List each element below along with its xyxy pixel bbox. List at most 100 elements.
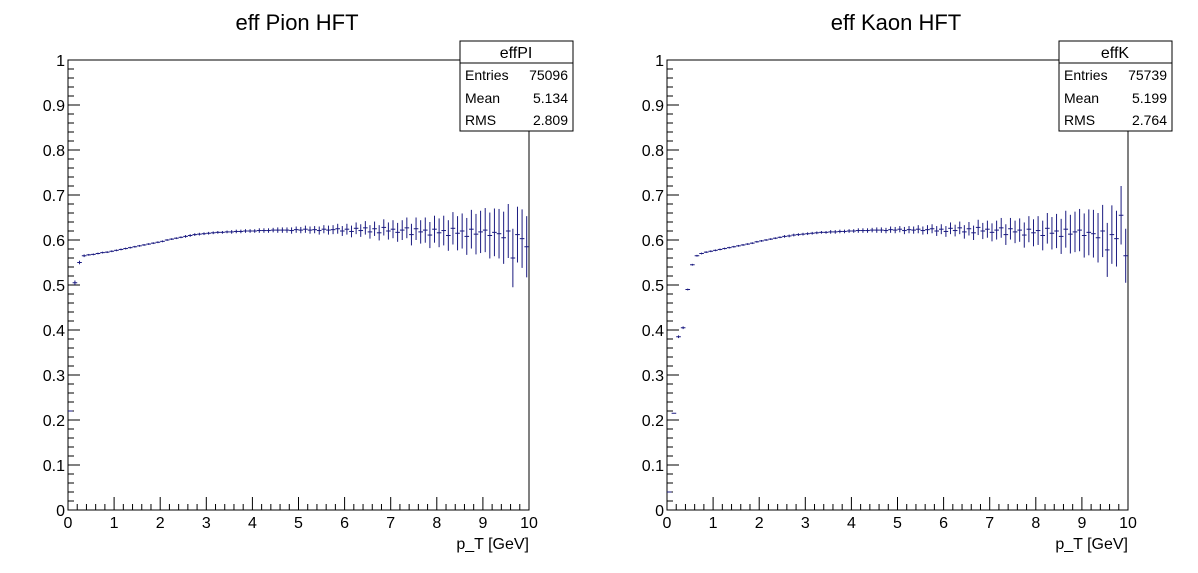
data-point bbox=[805, 232, 810, 236]
data-point bbox=[694, 254, 700, 257]
y-tick-label: 0 bbox=[655, 503, 664, 520]
data-point bbox=[459, 213, 465, 249]
data-point bbox=[229, 230, 234, 234]
data-point bbox=[1045, 213, 1050, 244]
stats-entries-label: Entries bbox=[465, 67, 509, 83]
data-point bbox=[399, 220, 405, 240]
data-point bbox=[183, 235, 188, 238]
x-tick-label: 1 bbox=[709, 515, 718, 532]
data-point bbox=[906, 226, 912, 234]
data-point bbox=[358, 224, 364, 237]
data-point bbox=[261, 228, 267, 233]
stats-rms-value: 2.764 bbox=[1132, 112, 1167, 128]
data-point bbox=[952, 224, 958, 237]
data-point bbox=[828, 230, 833, 234]
y-tick-label: 0.9 bbox=[642, 98, 664, 115]
data-point bbox=[109, 250, 115, 253]
data-point bbox=[938, 224, 944, 235]
data-point bbox=[496, 208, 502, 259]
data-point bbox=[879, 227, 884, 233]
stats-mean-value: 5.199 bbox=[1132, 90, 1167, 106]
data-point bbox=[160, 240, 165, 243]
data-point bbox=[985, 220, 990, 238]
data-point bbox=[137, 244, 142, 247]
data-point bbox=[81, 254, 87, 258]
data-point bbox=[971, 225, 976, 240]
x-tick-label: 6 bbox=[939, 515, 948, 532]
y-tick-label: 0.6 bbox=[43, 233, 65, 250]
x-tick-label: 10 bbox=[520, 515, 538, 532]
stats-rms-label: RMS bbox=[1064, 112, 1095, 128]
data-point bbox=[127, 246, 133, 249]
data-point bbox=[749, 242, 755, 245]
data-point bbox=[1104, 222, 1110, 277]
x-tick-label: 5 bbox=[893, 515, 902, 532]
data-point bbox=[1058, 218, 1064, 254]
y-tick-label: 0.8 bbox=[43, 143, 65, 160]
x-axis-title: p_T [GeV] bbox=[456, 536, 529, 553]
data-point bbox=[717, 248, 723, 251]
data-point bbox=[1017, 218, 1022, 242]
data-point bbox=[911, 226, 916, 234]
data-point bbox=[178, 236, 184, 239]
data-point bbox=[777, 236, 783, 239]
data-point bbox=[948, 222, 953, 235]
data-point bbox=[224, 230, 230, 234]
y-tick-label: 0.6 bbox=[642, 233, 664, 250]
data-point bbox=[1068, 214, 1073, 254]
data-point bbox=[740, 244, 746, 246]
data-point bbox=[1077, 208, 1082, 252]
data-point bbox=[1086, 209, 1092, 256]
data-point bbox=[427, 222, 433, 249]
data-points bbox=[68, 204, 529, 412]
data-point bbox=[998, 217, 1004, 238]
data-point bbox=[326, 225, 331, 235]
data-point bbox=[307, 226, 313, 234]
data-point bbox=[1081, 213, 1087, 258]
stats-rms-value: 2.809 bbox=[533, 112, 568, 128]
data-point bbox=[874, 227, 880, 233]
data-point bbox=[344, 223, 350, 235]
data-point bbox=[915, 225, 921, 234]
data-point bbox=[321, 225, 327, 234]
data-point bbox=[524, 216, 529, 278]
data-point bbox=[1040, 220, 1046, 251]
data-point bbox=[726, 246, 732, 249]
data-point bbox=[943, 226, 949, 237]
data-point bbox=[722, 247, 727, 250]
data-point bbox=[441, 215, 447, 246]
x-axis-title: p_T [GeV] bbox=[1055, 536, 1128, 553]
data-point bbox=[1021, 222, 1027, 248]
data-point bbox=[962, 225, 967, 239]
data-point bbox=[966, 222, 972, 236]
data-point bbox=[934, 226, 939, 236]
data-point bbox=[390, 220, 396, 239]
data-point bbox=[823, 231, 829, 234]
data-point bbox=[422, 217, 428, 243]
data-point bbox=[980, 222, 986, 240]
data-point bbox=[515, 206, 520, 263]
data-point bbox=[381, 219, 387, 236]
data-point bbox=[289, 227, 294, 234]
data-point bbox=[192, 233, 198, 236]
x-tick-label: 4 bbox=[248, 515, 257, 532]
data-point bbox=[446, 220, 451, 251]
data-point bbox=[800, 232, 806, 236]
x-tick-label: 9 bbox=[478, 515, 487, 532]
data-point bbox=[809, 231, 815, 235]
data-point bbox=[846, 229, 852, 233]
data-point bbox=[487, 212, 493, 259]
data-point bbox=[745, 243, 750, 245]
data-point bbox=[814, 231, 820, 235]
stats-entries-value: 75096 bbox=[529, 67, 568, 83]
data-point bbox=[1012, 220, 1018, 244]
x-tick-label: 0 bbox=[64, 515, 73, 532]
data-point bbox=[238, 229, 244, 234]
data-point bbox=[77, 260, 82, 265]
data-point bbox=[409, 223, 414, 246]
data-point bbox=[298, 226, 304, 234]
data-point bbox=[312, 226, 317, 234]
data-point bbox=[450, 212, 456, 245]
x-tick-label: 7 bbox=[386, 515, 395, 532]
